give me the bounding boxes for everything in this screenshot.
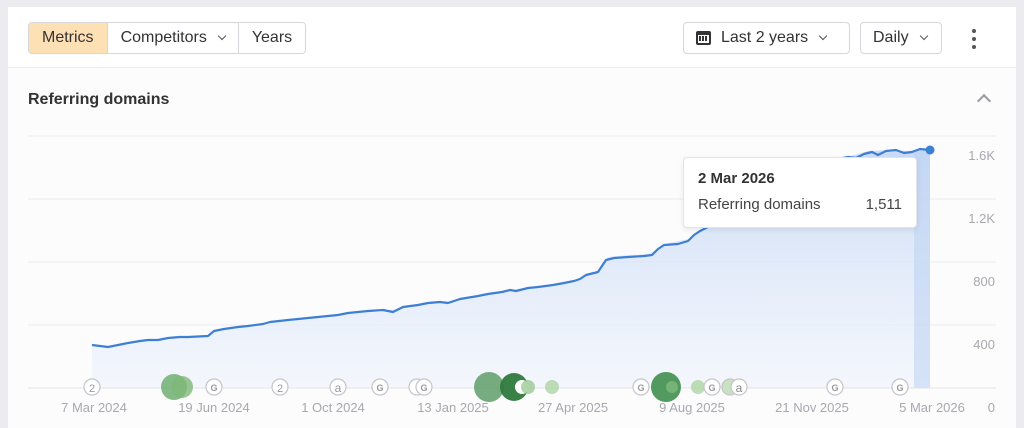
y-axis-labels: 1.6K 1.2K 800 400 0 xyxy=(968,148,995,415)
tooltip-date: 2 Mar 2026 xyxy=(698,170,775,187)
tab-years[interactable]: Years xyxy=(238,23,306,53)
svg-text:G: G xyxy=(831,383,838,393)
marker-green-cluster[interactable] xyxy=(474,372,559,402)
marker-google-update[interactable]: G xyxy=(632,378,650,396)
area-fill xyxy=(92,150,930,388)
svg-text:G: G xyxy=(896,383,903,393)
referring-domains-chart[interactable]: 1.6K 1.2K 800 400 0 2 G 2 a G G xyxy=(8,127,1016,428)
marker-badge-2[interactable]: 2 xyxy=(271,378,289,396)
interval-label: Daily xyxy=(873,29,909,46)
svg-text:G: G xyxy=(420,383,427,393)
svg-text:2: 2 xyxy=(89,383,95,395)
view-segmented-control: Metrics Competitors Years xyxy=(28,22,307,54)
tooltip-value: 1,511 xyxy=(865,196,902,213)
svg-text:G: G xyxy=(708,383,715,393)
svg-text:5 Mar 2026: 5 Mar 2026 xyxy=(899,400,965,415)
tooltip-row: Referring domains 1,511 xyxy=(698,196,902,213)
tab-competitors-label: Competitors xyxy=(120,29,207,46)
chevron-down-icon xyxy=(818,31,828,41)
marker-google-update[interactable]: G xyxy=(408,378,433,396)
chevron-down-icon xyxy=(217,31,227,41)
svg-text:2: 2 xyxy=(277,383,283,395)
date-range-label: Last 2 years xyxy=(721,29,809,46)
svg-text:G: G xyxy=(376,383,383,393)
timeline-markers: 2 G 2 a G G G G a G G xyxy=(83,372,909,402)
marker-google-update[interactable]: G xyxy=(826,378,844,396)
marker-google-update[interactable]: G xyxy=(371,378,389,396)
svg-text:G: G xyxy=(637,383,644,393)
calendar-icon xyxy=(696,31,711,45)
svg-text:19 Jun 2024: 19 Jun 2024 xyxy=(178,400,250,415)
svg-text:1 Oct 2024: 1 Oct 2024 xyxy=(301,400,365,415)
marker-google-update[interactable]: G xyxy=(891,378,909,396)
svg-text:27 Apr 2025: 27 Apr 2025 xyxy=(538,400,608,415)
marker-google-update[interactable]: G xyxy=(205,378,223,396)
svg-text:400: 400 xyxy=(973,337,995,352)
marker-green-cluster[interactable] xyxy=(161,374,193,400)
kebab-menu-icon[interactable] xyxy=(970,29,978,49)
svg-text:G: G xyxy=(210,383,217,393)
chevron-down-icon xyxy=(919,31,928,41)
svg-text:a: a xyxy=(335,381,342,395)
marker-badge-a[interactable]: a xyxy=(721,378,748,396)
svg-text:9 Aug 2025: 9 Aug 2025 xyxy=(659,400,725,415)
section-title: Referring domains xyxy=(28,91,170,108)
tooltip-metric: Referring domains xyxy=(698,196,821,213)
svg-text:0: 0 xyxy=(988,400,995,415)
chevron-up-icon[interactable] xyxy=(976,93,992,109)
svg-text:7 Mar 2024: 7 Mar 2024 xyxy=(61,400,127,415)
x-axis-labels: 7 Mar 2024 19 Jun 2024 1 Oct 2024 13 Jan… xyxy=(61,400,965,415)
svg-text:1.2K: 1.2K xyxy=(968,211,995,226)
chart-tooltip: 2 Mar 2026 Referring domains 1,511 xyxy=(683,157,917,228)
marker-badge-2[interactable]: 2 xyxy=(83,378,101,396)
tab-years-label: Years xyxy=(251,29,293,46)
hover-point xyxy=(925,145,935,155)
svg-text:13 Jan 2025: 13 Jan 2025 xyxy=(417,400,489,415)
tab-competitors[interactable]: Competitors xyxy=(107,23,239,53)
svg-text:21 Nov 2025: 21 Nov 2025 xyxy=(775,400,849,415)
svg-text:a: a xyxy=(736,381,743,395)
tab-metrics[interactable]: Metrics xyxy=(29,23,108,53)
marker-badge-a[interactable]: a xyxy=(329,378,347,396)
date-range-dropdown[interactable]: Last 2 years xyxy=(683,22,850,54)
toolbar: Metrics Competitors Years Last 2 years D… xyxy=(8,7,1016,68)
tab-metrics-label: Metrics xyxy=(42,29,94,46)
interval-dropdown[interactable]: Daily xyxy=(860,22,942,54)
marker-google-update[interactable]: G xyxy=(703,378,721,396)
svg-text:1.6K: 1.6K xyxy=(968,148,995,163)
marker-green-cluster[interactable] xyxy=(651,372,705,402)
hover-band xyxy=(914,150,930,388)
referring-domains-panel: Metrics Competitors Years Last 2 years D… xyxy=(8,7,1016,428)
svg-text:800: 800 xyxy=(973,274,995,289)
